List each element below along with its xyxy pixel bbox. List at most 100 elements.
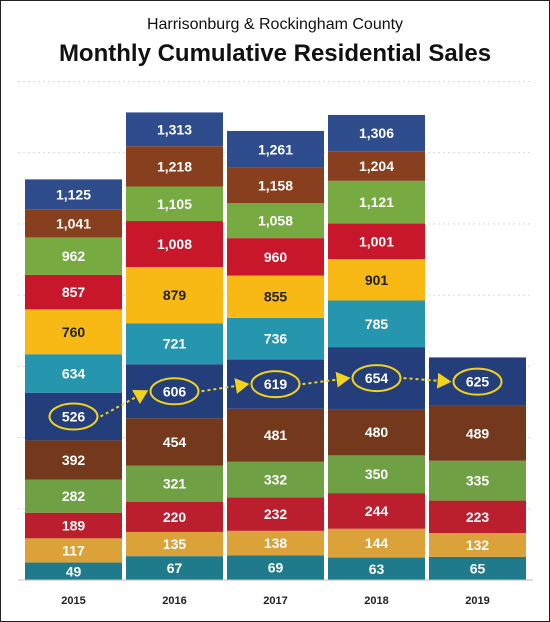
data-label: 901 [365, 272, 389, 288]
bar-segment [25, 512, 122, 539]
data-label: 1,261 [258, 141, 293, 157]
bar-segment [328, 455, 425, 494]
trend-arrow [302, 371, 351, 388]
highlight-circle [351, 364, 402, 393]
data-label: 232 [264, 506, 288, 522]
data-label: 63 [369, 561, 385, 577]
bar-segment [25, 274, 122, 310]
bar-segment [227, 130, 324, 168]
data-label: 625 [466, 374, 490, 390]
bar-segment [25, 440, 122, 480]
bar-segment [25, 479, 122, 513]
bar-segment [227, 203, 324, 239]
data-label: 606 [163, 383, 187, 399]
data-label: 335 [466, 473, 490, 489]
bar-segment [429, 532, 526, 557]
data-label: 69 [268, 560, 284, 576]
bar-segment [328, 151, 425, 181]
bar-segment [328, 223, 425, 260]
data-label: 785 [365, 316, 389, 332]
bar-segment [227, 530, 324, 556]
data-label: 244 [365, 503, 389, 519]
bar-segment [126, 112, 223, 147]
bar-segment [227, 461, 324, 498]
data-label: 49 [66, 563, 82, 579]
data-label: 144 [365, 535, 389, 551]
bar-segment [126, 418, 223, 466]
data-label: 220 [163, 509, 187, 525]
data-label: 634 [62, 365, 86, 381]
bar-segment [25, 392, 122, 441]
data-label: 1,204 [359, 158, 394, 174]
bar-segment [328, 180, 425, 224]
data-label: 619 [264, 376, 288, 392]
bar-segment [328, 493, 425, 529]
data-label: 654 [365, 370, 389, 386]
trend-arrow [100, 390, 149, 418]
data-label: 1,041 [56, 215, 91, 231]
data-label: 1,001 [359, 233, 394, 249]
bar-segment [429, 405, 526, 461]
bar-segment [227, 275, 324, 318]
highlight-circle [452, 367, 503, 396]
bar-segment [25, 309, 122, 355]
x-tick-label: 2018 [364, 595, 388, 607]
bar-segment [126, 323, 223, 365]
data-label: 1,218 [157, 158, 192, 174]
x-tick-label: 2017 [263, 595, 287, 607]
data-label: 117 [62, 542, 85, 558]
data-label: 857 [62, 284, 86, 300]
data-label: 879 [163, 287, 187, 303]
bar-segment [429, 556, 526, 580]
trend-arrow [403, 372, 452, 389]
data-label: 282 [62, 488, 86, 504]
bar-segment [227, 555, 324, 580]
data-label: 321 [163, 476, 187, 492]
data-label: 736 [264, 331, 288, 347]
bar-segment [126, 266, 223, 324]
chart-subtitle: Harrisonburg & Rockingham County [146, 16, 404, 33]
data-label: 1,121 [359, 194, 394, 210]
data-label: 960 [264, 249, 288, 265]
bar-segment [25, 179, 122, 210]
bar-segment [328, 557, 425, 580]
data-label: 350 [365, 466, 389, 482]
data-label: 1,105 [157, 196, 192, 212]
data-label: 138 [264, 535, 288, 551]
data-label: 67 [167, 560, 183, 576]
data-label: 526 [62, 409, 86, 425]
bar-segment [328, 259, 425, 301]
data-label: 1,008 [157, 236, 192, 252]
data-label: 855 [264, 289, 288, 305]
data-label: 392 [62, 452, 86, 468]
bar-segment [429, 460, 526, 501]
data-label: 760 [62, 324, 86, 340]
bar-segment [25, 237, 122, 275]
data-label: 65 [470, 560, 486, 576]
bar-segment [328, 409, 425, 456]
data-label: 1,306 [359, 125, 394, 141]
data-label: 480 [365, 424, 389, 440]
bar-segment [25, 209, 122, 238]
bar-segment [126, 221, 223, 267]
x-tick-label: 2016 [162, 595, 186, 607]
bar-segment [126, 531, 223, 557]
bar-segment [227, 408, 324, 462]
data-label: 223 [466, 509, 490, 525]
bar-segment [25, 538, 122, 563]
bar-segment [126, 556, 223, 580]
data-label: 1,058 [258, 213, 293, 229]
bar-segment [227, 497, 324, 531]
x-tick-label: 2019 [465, 595, 489, 607]
bar-segment [126, 465, 223, 502]
data-label: 132 [466, 537, 490, 553]
bar-segment [227, 167, 324, 204]
x-tick-label: 2015 [61, 595, 85, 607]
data-label: 721 [163, 336, 187, 352]
bar-segment [429, 500, 526, 533]
bar-segment [227, 238, 324, 276]
highlight-circle [250, 370, 301, 399]
chart-title: Monthly Cumulative Residential Sales [58, 40, 492, 67]
highlight-circle [149, 377, 200, 406]
